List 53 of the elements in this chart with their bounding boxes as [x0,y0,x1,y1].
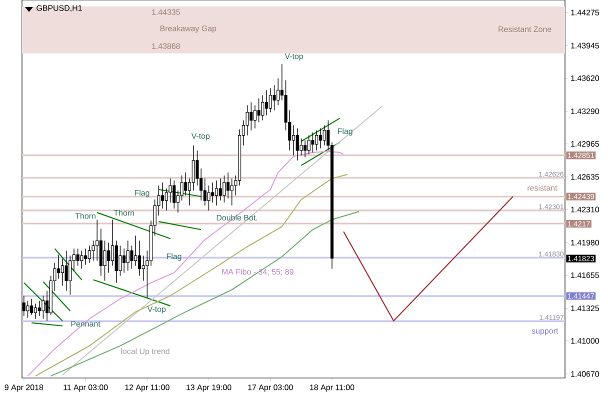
candlestick [180,175,184,201]
candlestick [304,140,307,158]
candlestick [88,245,91,264]
candlestick [161,182,164,209]
candlestick [138,240,141,276]
candlestick [107,242,110,274]
candlestick [311,132,314,153]
candlestick [68,255,72,296]
candlestick [42,295,45,320]
candlestick [203,178,206,206]
candlestick [30,298,34,316]
candlestick [296,128,299,161]
candlestick [214,180,218,206]
candlestick [184,172,188,196]
candlestick [34,303,38,320]
candlestick [315,130,318,151]
candlestick [142,255,145,282]
candlestick [250,102,253,131]
candlestick [222,175,226,203]
candlestick [253,104,257,129]
candlestick [192,145,195,191]
candlestick [218,178,222,201]
candlestick [38,300,41,316]
candlestick [84,248,88,266]
candlestick [172,180,176,209]
candlestick [292,124,296,156]
candlestick [64,250,68,292]
candlestick [103,240,106,282]
candlestick [130,245,134,270]
candlestick [276,78,280,106]
candlestick [230,178,234,206]
candlestick [122,248,126,274]
candlestick [265,90,268,116]
candlestick [322,124,326,146]
candlestick [80,250,84,270]
candlestick [257,98,260,123]
candlestick [211,182,214,203]
candlestick [164,188,168,211]
candlestick [126,240,130,272]
candlestick [268,88,272,113]
candlestick [207,185,210,211]
candlestick [318,128,322,149]
candlestick [300,138,303,156]
candlestick [76,248,80,266]
candlestick [60,258,64,286]
candlestick [307,135,310,155]
candlestick [118,245,122,276]
candlestick [134,235,138,266]
line-series [50,211,360,377]
candlestick [272,84,276,111]
candlestick [57,254,60,280]
candlestick [226,172,230,199]
candlestick [26,300,30,318]
